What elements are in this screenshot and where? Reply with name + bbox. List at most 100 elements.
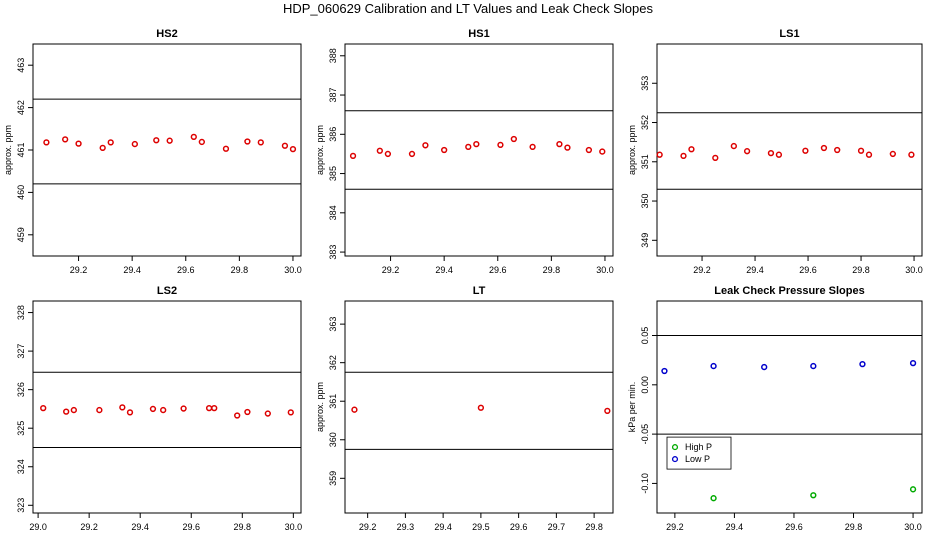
x-tick-label: 30.0: [284, 265, 302, 275]
data-point: [205, 405, 213, 412]
data-point: [422, 142, 429, 149]
plot-frame: [32, 43, 302, 257]
data-point: [160, 406, 167, 414]
x-tick-label: 29.8: [852, 265, 870, 275]
y-tick-label: 359: [328, 471, 338, 486]
y-tick-label: 461: [16, 142, 26, 157]
panel-title: LS1: [779, 28, 799, 40]
y-tick-label: -0.10: [640, 473, 650, 494]
panel-hs1: HS1 29.2 29.4 29.6 29.8 30.0 383 384 385 386 387 38…: [315, 28, 614, 275]
y-axis-label: kPa per min.: [627, 382, 637, 433]
data-point: [408, 150, 416, 158]
data-point: [190, 133, 197, 141]
data-point: [257, 139, 264, 146]
data-point: [351, 406, 358, 413]
data-point: [810, 492, 817, 499]
data-point: [497, 141, 504, 149]
data-point: [599, 148, 606, 155]
x-tick-label: 29.4: [726, 522, 744, 532]
y-tick-label: 350: [640, 194, 650, 209]
data-point: [761, 363, 768, 371]
panel-ls2: LS2 29.0 29.2 29.4 29.6 29.8 30.0 323 324 325 326 3…: [16, 285, 302, 532]
data-point: [281, 142, 289, 149]
y-axis-label: approx. ppm: [627, 125, 637, 175]
data-point: [865, 151, 873, 158]
y-tick-label: 325: [16, 421, 26, 436]
plot-frame: [656, 300, 923, 514]
y-tick-label: 323: [16, 498, 26, 513]
data-point: [131, 140, 138, 148]
y-tick-label: 463: [16, 58, 26, 73]
data-point: [556, 140, 563, 148]
y-tick-label: 384: [328, 205, 338, 220]
panel-title: HS2: [156, 28, 177, 40]
x-tick-label: 29.2: [693, 265, 711, 275]
y-tick-label: -0.05: [640, 424, 650, 445]
x-tick-label: 29.4: [131, 522, 149, 532]
data-point: [62, 136, 69, 143]
data-point: [126, 409, 134, 416]
y-tick-label: 386: [328, 127, 338, 142]
x-tick-label: 30.0: [905, 265, 923, 275]
data-point: [70, 406, 77, 414]
y-tick-label: 387: [328, 88, 338, 103]
data-point: [149, 405, 157, 413]
data-point: [859, 360, 866, 368]
y-tick-label: 349: [640, 233, 650, 248]
legend-label: High P: [685, 442, 712, 452]
y-tick-label: 362: [328, 355, 338, 370]
data-point: [529, 143, 536, 151]
x-tick-label: 30.0: [285, 522, 303, 532]
y-tick-label: 360: [328, 432, 338, 447]
data-point: [198, 138, 205, 146]
x-tick-label: 29.6: [177, 265, 195, 275]
data-point: [99, 144, 106, 152]
data-point: [743, 148, 751, 155]
data-point: [153, 137, 160, 144]
x-tick-label: 29.6: [489, 265, 507, 275]
x-tick-label: 29.4: [434, 522, 452, 532]
data-point: [680, 152, 687, 160]
data-point: [775, 151, 783, 158]
x-tick-label: 29.2: [80, 522, 98, 532]
figure-title: HDP_060629 Calibration and LT Values and…: [282, 1, 654, 16]
panel-title: LS2: [157, 285, 177, 297]
data-point: [96, 406, 103, 414]
data-point: [166, 137, 173, 144]
x-tick-label: 30.0: [596, 265, 614, 275]
data-point: [908, 151, 915, 158]
data-point: [63, 408, 70, 415]
data-point: [712, 154, 719, 162]
data-point: [264, 410, 271, 417]
x-tick-label: 29.8: [543, 265, 561, 275]
x-tick-label: 29.5: [472, 522, 490, 532]
data-point: [180, 405, 187, 412]
data-point: [107, 139, 114, 146]
plot-frame: [656, 43, 923, 257]
x-tick-label: 29.8: [845, 522, 863, 532]
data-point: [710, 495, 717, 502]
data-point: [244, 138, 251, 145]
panel-title: HS1: [468, 28, 489, 40]
x-tick-label: 29.2: [70, 265, 88, 275]
y-tick-label: 353: [640, 76, 650, 91]
x-tick-label: 29.8: [231, 265, 249, 275]
data-point: [857, 147, 865, 154]
plot-frame: [32, 300, 302, 514]
data-point: [465, 143, 472, 151]
y-tick-label: 0.00: [640, 376, 650, 394]
x-tick-label: 29.4: [746, 265, 764, 275]
y-tick-label: 351: [640, 154, 650, 169]
y-tick-label: 462: [16, 100, 26, 115]
x-tick-label: 29.4: [123, 265, 141, 275]
y-tick-label: 385: [328, 166, 338, 181]
x-tick-label: 29.7: [548, 522, 566, 532]
x-tick-label: 29.6: [510, 522, 528, 532]
x-tick-label: 29.2: [666, 522, 684, 532]
data-point: [661, 367, 668, 375]
x-tick-label: 29.8: [585, 522, 603, 532]
data-point: [222, 145, 230, 152]
plot-frame: [344, 43, 614, 257]
data-point: [802, 147, 809, 154]
